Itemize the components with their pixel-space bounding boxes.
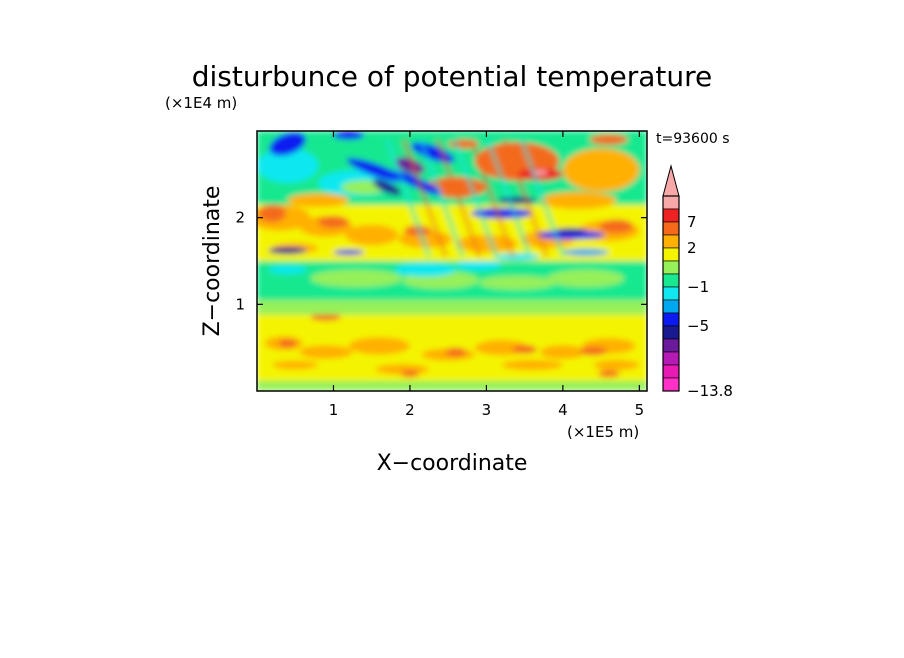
x-axis-label: X−coordinate: [377, 451, 528, 476]
field-blob: [395, 157, 425, 175]
field-blob: [372, 179, 402, 196]
colorbar-label: −1: [687, 278, 709, 296]
x-axis: 1 2 3 4 5: [329, 131, 644, 419]
field-blob: [445, 347, 467, 357]
field-blob: [269, 132, 306, 156]
x-tick-label: 3: [482, 401, 492, 419]
x-tick-label: 4: [558, 401, 568, 419]
field-blob: [547, 269, 625, 288]
field-blob: [333, 131, 365, 140]
field-blob: [344, 224, 399, 246]
contour-field: [257, 131, 647, 391]
field-streak: [519, 138, 566, 258]
field-blob: [539, 191, 617, 209]
field-streak: [418, 138, 465, 258]
colorbar-label: −5: [687, 317, 709, 335]
y-scale-label: (×1E4 m): [165, 94, 237, 112]
field-blob: [562, 148, 640, 192]
field-blob: [346, 158, 405, 182]
field-streak: [486, 138, 532, 258]
field-blob: [555, 228, 586, 234]
time-label: t=93600 s: [656, 131, 730, 147]
field-blob: [333, 249, 365, 255]
field-blob: [268, 247, 307, 255]
colorbar-label: 7: [687, 213, 697, 231]
x-tick-label: 1: [329, 401, 339, 419]
field-blob: [593, 359, 640, 371]
field-layer: [257, 131, 647, 391]
x-tick-label: 5: [635, 401, 645, 419]
field-blob: [478, 275, 556, 290]
colorbar-level: [662, 299, 680, 314]
x-scale-label: (×1E5 m): [567, 423, 639, 441]
colorbar-level: [662, 338, 680, 353]
colorbar-level: [662, 234, 680, 249]
field-blob: [310, 269, 403, 288]
field-blob: [501, 359, 563, 371]
colorbar: 7 2 −1 −5 −13.8: [662, 164, 733, 400]
field-blob: [287, 193, 349, 208]
field-blob: [268, 265, 307, 274]
colorbar-label: 2: [687, 239, 697, 257]
field-streak: [452, 138, 499, 258]
colorbar-level: [662, 195, 680, 210]
plot-frame: [256, 130, 648, 392]
y-tick-label: 1: [235, 295, 245, 313]
field-cell: [257, 380, 647, 391]
field-streak: [469, 138, 516, 258]
colorbar-level: [662, 221, 680, 236]
field-blob: [400, 370, 420, 378]
field-blob: [348, 337, 410, 355]
field-blob: [455, 235, 517, 253]
field-streak: [502, 138, 549, 258]
field-blob: [455, 260, 502, 271]
field-streak: [401, 138, 448, 258]
colorbar-level: [662, 247, 680, 262]
field-blob: [579, 346, 608, 356]
field-cell: [257, 300, 647, 315]
field-blob: [278, 339, 297, 348]
x-tick-label: 2: [405, 401, 415, 419]
colorbar-level: [662, 351, 680, 366]
field-streak: [385, 138, 431, 258]
colorbar-level: [662, 286, 680, 301]
colorbar-level: [662, 377, 680, 392]
colorbar-level: [662, 273, 680, 288]
field-blob: [562, 248, 609, 256]
y-tick-label: 2: [235, 209, 245, 227]
field-blob: [310, 313, 342, 321]
field-blob: [299, 345, 353, 359]
field-blob: [494, 253, 540, 261]
field-blob: [539, 345, 586, 359]
field-streak: [435, 138, 482, 258]
field-blob: [598, 370, 620, 378]
colorbar-level: [662, 208, 680, 223]
y-axis-label: Z−coordinate: [200, 186, 225, 337]
y-axis: 12: [235, 209, 647, 313]
field-blob: [257, 148, 319, 184]
field-blob: [318, 215, 349, 229]
field-blob: [497, 196, 537, 204]
field-blob: [599, 219, 634, 234]
field-blob: [589, 134, 628, 145]
colorbar-overflow-triangle: [662, 164, 680, 197]
field-blob: [394, 262, 456, 277]
field-blob: [272, 360, 319, 370]
field-blob: [512, 345, 537, 354]
colorbar-level: [662, 364, 680, 379]
colorbar-frame: [662, 195, 680, 392]
colorbar-level: [662, 312, 680, 327]
chart-title: disturbunce of potential temperature: [192, 60, 713, 93]
field-blob: [258, 204, 287, 222]
colorbar-level: [662, 325, 680, 340]
field-blob: [532, 170, 548, 176]
colorbar-label: −13.8: [687, 382, 733, 400]
colorbar-level: [662, 260, 680, 275]
